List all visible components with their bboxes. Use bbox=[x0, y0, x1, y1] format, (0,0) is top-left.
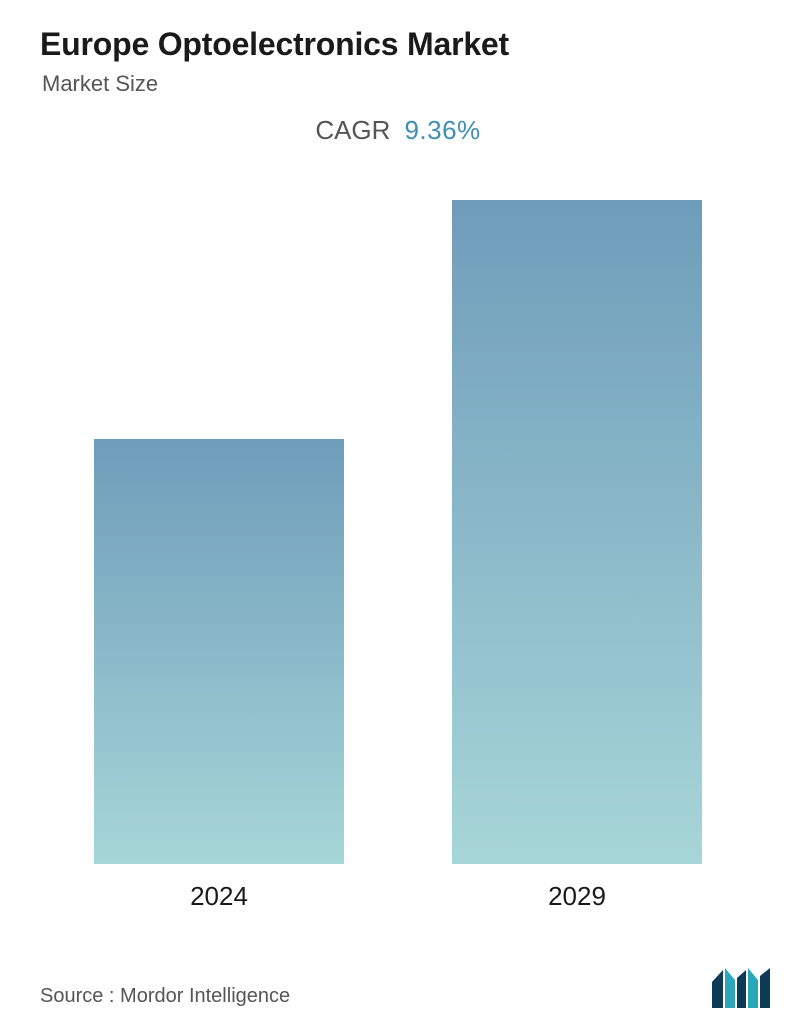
chart-area: 20242029 bbox=[40, 200, 756, 904]
market-size-card: Europe Optoelectronics Market Market Siz… bbox=[0, 0, 796, 1034]
cagr-label: CAGR bbox=[315, 115, 390, 145]
x-axis-labels: 2024 2029 bbox=[40, 881, 756, 912]
cagr-row: CAGR 9.36% bbox=[40, 115, 756, 146]
footer: Source : Mordor Intelligence bbox=[40, 968, 770, 1008]
source-text: Source : Mordor Intelligence bbox=[40, 985, 290, 1008]
bar bbox=[452, 200, 702, 864]
brand-logo bbox=[712, 968, 770, 1008]
bar bbox=[94, 439, 344, 864]
bar-container bbox=[40, 200, 756, 864]
chart-subtitle: Market Size bbox=[42, 71, 756, 97]
x-axis-label: 2024 bbox=[94, 881, 344, 912]
chart-title: Europe Optoelectronics Market bbox=[40, 26, 756, 63]
cagr-value: 9.36% bbox=[404, 115, 480, 145]
x-axis-label: 2029 bbox=[452, 881, 702, 912]
logo-icon bbox=[712, 968, 770, 1008]
